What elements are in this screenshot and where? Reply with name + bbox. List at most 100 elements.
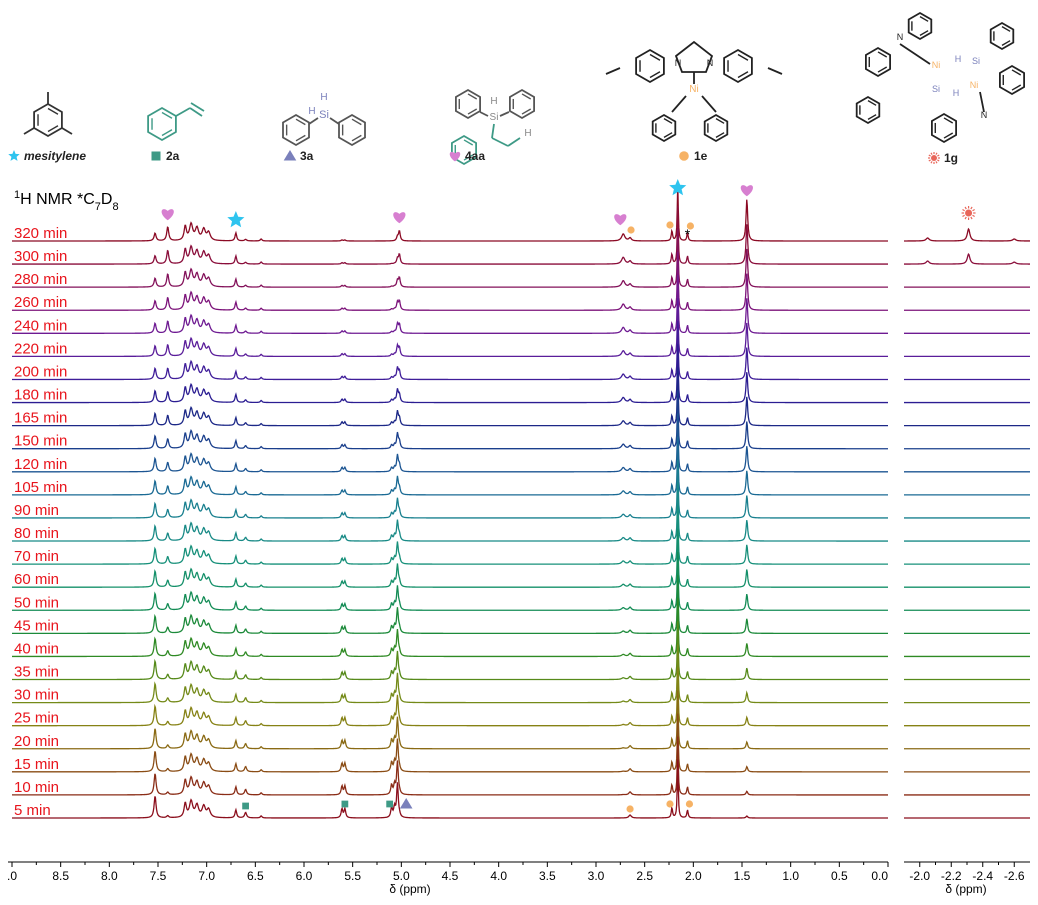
peak-marker-4aa-heart bbox=[393, 212, 406, 224]
peak-marker-1e-circle bbox=[627, 226, 635, 234]
atom-label: Si bbox=[932, 84, 940, 94]
x-axis-right: -2.0 -2.2 -2.4 -2.6 bbox=[904, 861, 1030, 883]
atom-label: N bbox=[707, 58, 714, 68]
solvent-asterisk: * bbox=[685, 226, 691, 242]
legend-marker-3a bbox=[283, 150, 297, 161]
legend-marker-2a bbox=[151, 151, 161, 161]
complex-1g-ring-2 bbox=[989, 21, 1015, 51]
series-label: 105 min bbox=[14, 479, 67, 496]
spectrum-line bbox=[12, 713, 888, 773]
series-label: 25 min bbox=[14, 710, 59, 727]
peak-marker-1e-circle bbox=[686, 222, 695, 230]
x-tick-label: 5.5 bbox=[344, 869, 361, 883]
x-tick-label-right: -2.6 bbox=[1004, 869, 1025, 883]
x-tick-label: 0.0 bbox=[871, 869, 888, 883]
series-label: 150 min bbox=[14, 433, 67, 450]
peak-marker-1e-circle bbox=[666, 800, 674, 808]
atom-label: H bbox=[524, 128, 531, 139]
series-label: 90 min bbox=[14, 502, 59, 519]
spectrum-line bbox=[12, 575, 888, 635]
atom-label: N bbox=[675, 58, 682, 68]
series-label: 320 min bbox=[14, 225, 67, 242]
complex-1g-ring-6 bbox=[907, 11, 933, 41]
x-tick-label-right: -2.0 bbox=[909, 869, 930, 883]
peak-marker-1e-circle bbox=[666, 221, 674, 229]
silane-structure: Si HH bbox=[282, 92, 366, 147]
series-label: 35 min bbox=[14, 664, 59, 681]
x-tick-label: 7.0 bbox=[198, 869, 215, 883]
x-tick-label: 1.0 bbox=[782, 869, 799, 883]
spectrum-line bbox=[12, 459, 888, 519]
nmr-title-main: H NMR *C bbox=[20, 191, 95, 208]
silane-ring-left bbox=[282, 113, 310, 147]
x-tick-label: 3.0 bbox=[588, 869, 605, 883]
spectrum-line bbox=[12, 736, 888, 796]
legend-label-1e: 1e bbox=[694, 149, 708, 163]
x-tick-label: 5.0 bbox=[393, 869, 410, 883]
series-label: 45 min bbox=[14, 617, 59, 634]
x-axis-label-main: δ (ppm) bbox=[389, 882, 430, 896]
series-label: 80 min bbox=[14, 525, 59, 542]
spectrum-line bbox=[12, 598, 888, 658]
series-labels: 320 min 300 min 280 min 260 min 240 min 220 m… bbox=[14, 225, 67, 819]
series-label: 60 min bbox=[14, 571, 59, 588]
spectrum-line bbox=[12, 505, 888, 565]
series-label: 50 min bbox=[14, 594, 59, 611]
spectrum-line bbox=[12, 367, 888, 427]
x-tick-label: 0.5 bbox=[831, 869, 848, 883]
nmr-title: 1H NMR *C7D8 bbox=[14, 189, 119, 213]
peak-marker-mesitylene-star bbox=[669, 179, 687, 196]
spectrum-line bbox=[12, 413, 888, 473]
styrene-ring bbox=[147, 106, 177, 142]
x-axis-main: .0 8.5 8.0 7.5 7.0 6.5 6.0 5.5 5.0 4.5 4.0 3.5 3.0 2.… bbox=[7, 861, 889, 883]
atom-label: H bbox=[490, 96, 497, 107]
complex-1e-mesityl-left bbox=[635, 48, 665, 84]
styrene-structure bbox=[147, 102, 205, 142]
peak-marker-2a-square bbox=[386, 800, 394, 808]
spectrum-line bbox=[12, 228, 888, 288]
complex-1g-ring-3 bbox=[999, 64, 1025, 96]
legend-marker-4aa bbox=[449, 151, 461, 162]
series-label: 300 min bbox=[14, 248, 67, 265]
x-tick-label: 2.5 bbox=[636, 869, 653, 883]
legend-marker-1e bbox=[679, 151, 689, 161]
legend-label-3a: 3a bbox=[300, 149, 314, 163]
x-axis-label-right: δ (ppm) bbox=[945, 882, 986, 896]
x-tick-label-right: -2.2 bbox=[941, 869, 962, 883]
atom-label: N bbox=[897, 32, 904, 42]
spectrum-line bbox=[12, 667, 888, 727]
atom-label: H bbox=[955, 54, 962, 64]
complex-1g-ring-5 bbox=[931, 112, 957, 144]
spectrum-line bbox=[12, 344, 888, 404]
x-tick-label: 6.0 bbox=[296, 869, 313, 883]
legend-label-1g: 1g bbox=[944, 151, 958, 165]
peak-marker-4aa-heart bbox=[614, 214, 627, 226]
atom-label: Si bbox=[490, 112, 499, 123]
product-4aa-structure: Si H H bbox=[450, 88, 535, 166]
spectrum-line-right bbox=[904, 227, 1030, 242]
series-label: 30 min bbox=[14, 687, 59, 704]
mesitylene-structure bbox=[23, 92, 73, 138]
series-label: 20 min bbox=[14, 733, 59, 750]
complex-1e-mesityl-right bbox=[723, 48, 753, 84]
atom-label: H bbox=[953, 88, 960, 98]
series-label: 70 min bbox=[14, 548, 59, 565]
series-label: 240 min bbox=[14, 317, 67, 334]
nmr-title-sub8: 8 bbox=[112, 201, 118, 213]
series-label: 200 min bbox=[14, 363, 67, 380]
spectrum-line bbox=[12, 621, 888, 681]
atom-label: N bbox=[981, 110, 988, 120]
spectrum-line bbox=[12, 759, 888, 819]
series-label: 120 min bbox=[14, 456, 67, 473]
peak-marker-mesitylene-star bbox=[227, 211, 245, 228]
x-tick-label: 3.5 bbox=[539, 869, 556, 883]
legend-label-2a: 2a bbox=[166, 149, 180, 163]
peak-marker-1g-sun bbox=[961, 206, 976, 220]
nmr-title-sup: 1 bbox=[14, 189, 20, 201]
spectrum-line bbox=[12, 644, 888, 704]
silane-ring-right bbox=[338, 113, 366, 147]
peak-marker-3a-triangle bbox=[399, 798, 413, 809]
x-tick-label: 7.5 bbox=[150, 869, 167, 883]
